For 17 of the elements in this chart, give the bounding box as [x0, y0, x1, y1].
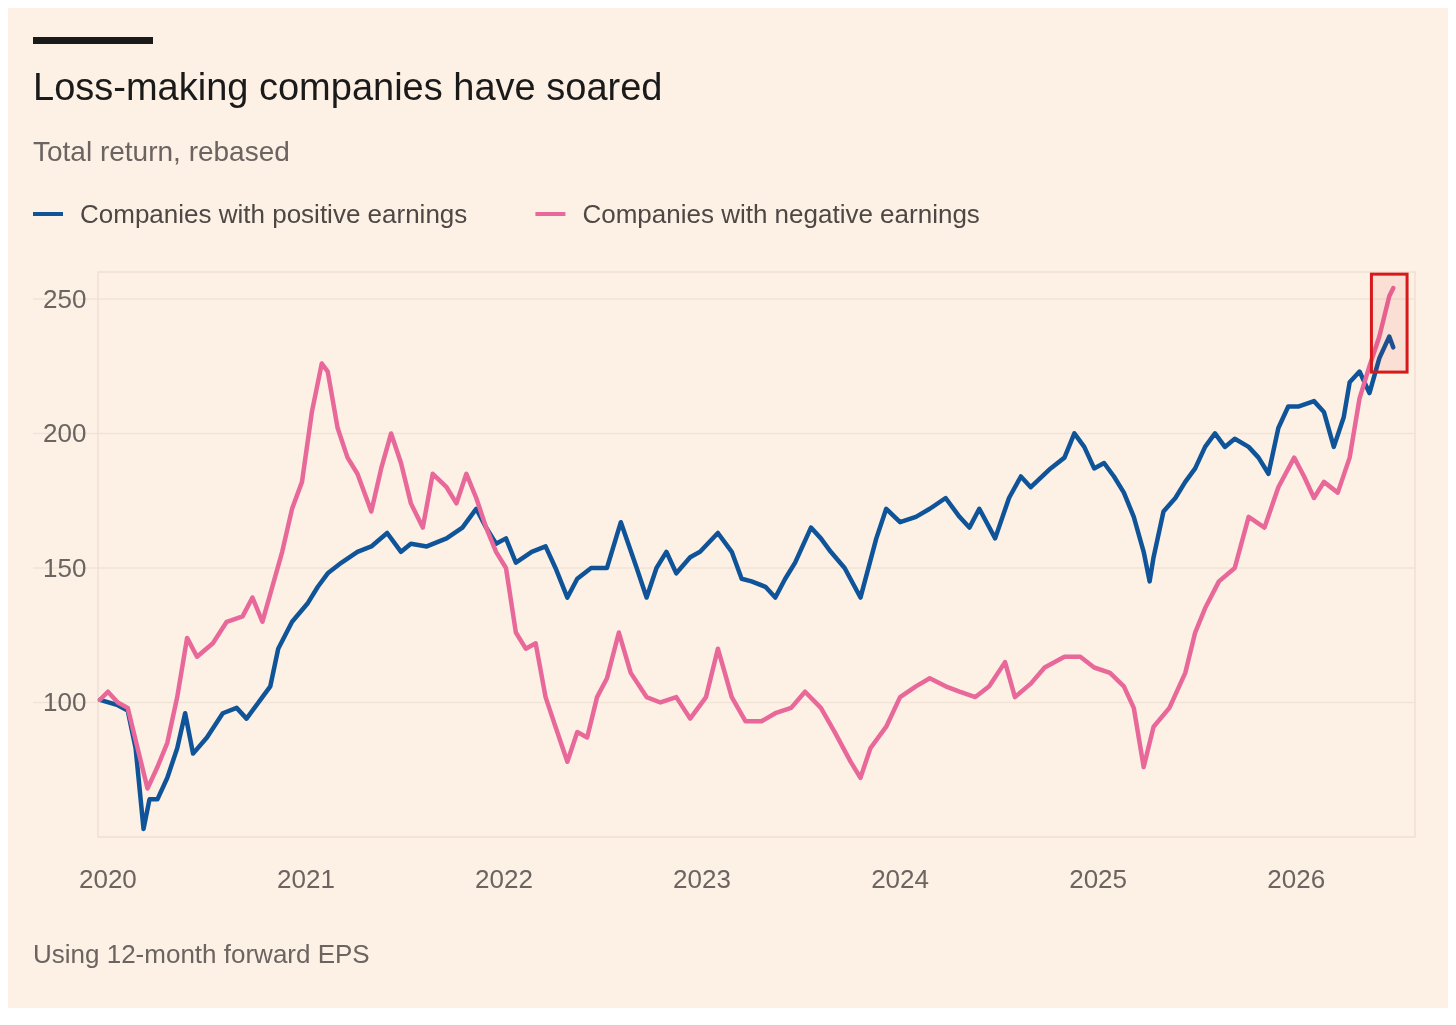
- x-tick-label: 2023: [673, 864, 731, 894]
- x-tick-label: 2020: [78, 864, 137, 894]
- y-tick-label: 100: [43, 687, 87, 718]
- x-tick-label: 2025: [1069, 864, 1128, 894]
- legend-label: Companies with positive earnings: [80, 199, 468, 229]
- y-tick-label: 200: [43, 418, 87, 449]
- x-tick-label: 2022: [475, 864, 533, 894]
- line-series: [97, 285, 1396, 791]
- y-tick-label: 250: [43, 283, 87, 314]
- y-tick-label: 150: [43, 552, 87, 583]
- chart-title: Loss-making companies have soared: [33, 66, 663, 108]
- chart-subtitle: Total return, rebased: [33, 136, 290, 167]
- x-tick-label: 2026: [1267, 864, 1326, 894]
- x-tick-label: 2021: [277, 864, 335, 894]
- legend-label: Companies with negative earnings: [582, 199, 980, 229]
- x-tick-label: 2024: [871, 864, 929, 894]
- text: Using 12-month forward EPS: [33, 939, 370, 969]
